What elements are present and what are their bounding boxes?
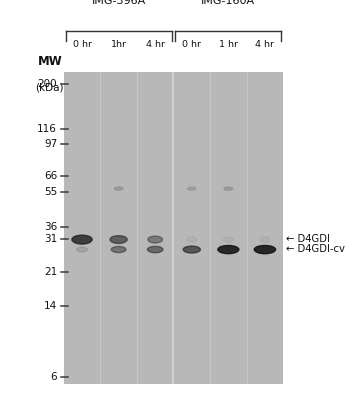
Ellipse shape — [77, 247, 87, 252]
Text: IMG-160A: IMG-160A — [201, 0, 255, 6]
Text: 55: 55 — [44, 186, 57, 196]
Text: 116: 116 — [37, 124, 57, 134]
Text: IMG-396A: IMG-396A — [92, 0, 146, 6]
Text: 1hr: 1hr — [110, 40, 127, 49]
Ellipse shape — [72, 235, 92, 244]
Ellipse shape — [224, 187, 233, 190]
Text: MW: MW — [38, 55, 62, 68]
Text: 31: 31 — [44, 234, 57, 244]
Text: ← D4GDI: ← D4GDI — [286, 234, 330, 244]
Ellipse shape — [111, 246, 126, 253]
Text: 4 hr: 4 hr — [145, 40, 165, 49]
Ellipse shape — [110, 236, 127, 244]
Text: 36: 36 — [44, 222, 57, 232]
Text: 21: 21 — [44, 267, 57, 277]
Ellipse shape — [148, 236, 162, 243]
Text: ← D4GDI-cv: ← D4GDI-cv — [286, 244, 345, 254]
Text: 14: 14 — [44, 301, 57, 311]
Text: 6: 6 — [51, 372, 57, 382]
Text: 0 hr: 0 hr — [182, 40, 201, 49]
Text: 66: 66 — [44, 171, 57, 181]
Ellipse shape — [188, 187, 196, 190]
Text: 1 hr: 1 hr — [219, 40, 238, 49]
Text: 4 hr: 4 hr — [255, 40, 274, 49]
Text: 200: 200 — [38, 79, 57, 89]
Text: (kDa): (kDa) — [35, 83, 64, 93]
Ellipse shape — [183, 246, 200, 253]
Ellipse shape — [254, 246, 275, 254]
Text: 0 hr: 0 hr — [73, 40, 92, 49]
Ellipse shape — [114, 187, 123, 190]
Ellipse shape — [218, 246, 239, 254]
Ellipse shape — [147, 246, 163, 253]
Text: 97: 97 — [44, 139, 57, 149]
